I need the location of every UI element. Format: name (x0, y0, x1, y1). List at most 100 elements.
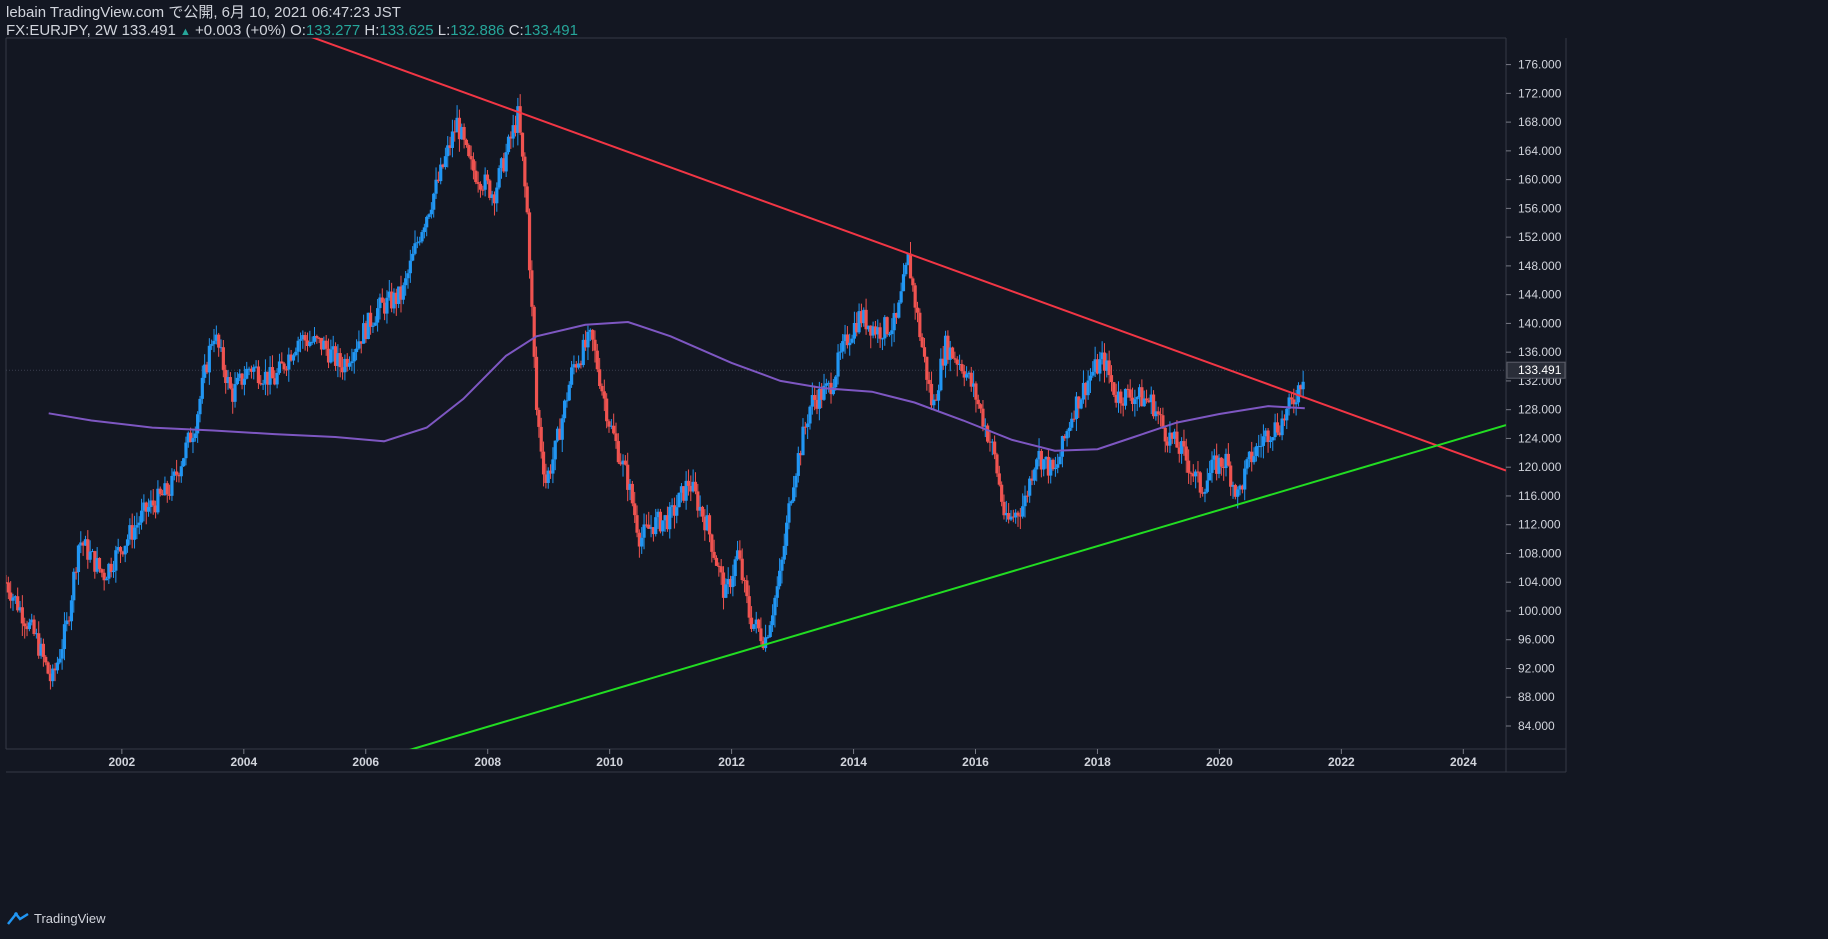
candle-body (1137, 387, 1142, 398)
candle-body (523, 156, 527, 187)
candle-body (27, 622, 31, 630)
candle-body (1238, 485, 1242, 490)
candle-body (745, 580, 749, 597)
candle-body (483, 174, 487, 190)
candle-body (1067, 427, 1072, 432)
candle-body (899, 291, 903, 303)
candle-body (62, 624, 67, 650)
candle-body (836, 352, 840, 377)
candle-body (242, 378, 246, 385)
candle-body (586, 331, 590, 348)
candle-body (502, 158, 506, 172)
change-up-icon: ▲ (179, 26, 191, 38)
y-tick-label: 172.000 (1518, 86, 1562, 100)
footer-brand[interactable]: TradingView (6, 911, 106, 926)
candle-body (527, 212, 532, 271)
candle-body (735, 550, 740, 560)
candle-body (429, 209, 433, 215)
candle-body (1130, 397, 1135, 404)
candle-body (565, 400, 569, 402)
candle-body (957, 364, 962, 366)
candle-body (756, 619, 761, 629)
candle-body (168, 494, 172, 496)
candle-body (481, 189, 485, 191)
high-label: H: (364, 22, 380, 39)
candle-body (104, 578, 109, 581)
candle-body (628, 483, 632, 490)
candle-body (560, 418, 564, 440)
candle-body (408, 260, 412, 274)
candle-body (53, 668, 57, 671)
x-tick-label: 2016 (962, 755, 989, 769)
candle-body (109, 563, 113, 573)
candle-body (413, 243, 417, 254)
candle-body (1114, 394, 1118, 403)
candle-body (976, 399, 980, 405)
candle-body (111, 570, 116, 573)
symbol-label[interactable]: FX:EURJPY, 2W 133.491 (6, 22, 176, 39)
candle-body (504, 152, 508, 172)
candle-body (425, 216, 429, 228)
candle-body (773, 597, 777, 616)
candle-body (721, 572, 726, 598)
candle-body (226, 377, 230, 384)
candle-body (191, 438, 195, 443)
candle-body (217, 334, 221, 348)
candle-body (404, 278, 408, 286)
candle-body (551, 459, 555, 474)
y-tick-label: 88.000 (1518, 690, 1555, 704)
candle-body (562, 400, 567, 419)
candle-body (121, 551, 125, 555)
candle-body (231, 388, 235, 402)
candle-body (1121, 403, 1125, 406)
candle-body (1266, 430, 1270, 443)
candle-body (663, 515, 667, 521)
candle-body (520, 132, 525, 157)
candle-body (1219, 457, 1223, 467)
candle-body (1039, 450, 1043, 470)
candle-body (714, 557, 719, 566)
candle-body (892, 313, 896, 331)
candle-body (644, 524, 648, 526)
x-tick-label: 2010 (596, 755, 623, 769)
candle-body (967, 372, 971, 375)
candle-body (654, 517, 658, 535)
candle-body (453, 131, 457, 133)
candle-body (1198, 472, 1202, 493)
candle-body (883, 317, 887, 339)
candle-body (1299, 385, 1303, 390)
candle-body (806, 423, 810, 427)
candle-body (1156, 411, 1160, 415)
candle-body (927, 379, 931, 384)
candle-body (1016, 512, 1020, 516)
candle-body (1205, 480, 1209, 492)
candle-body (23, 623, 27, 627)
candle-body (731, 576, 735, 588)
publish-info: lebain TradingView.com で公開, 6月 10, 2021 … (6, 4, 401, 21)
candle-body (184, 442, 188, 459)
candle-body (462, 127, 466, 140)
candle-body (207, 345, 211, 373)
candle-body (263, 371, 268, 384)
candle-body (329, 349, 333, 363)
candle-body (1170, 432, 1174, 439)
candle-body (827, 382, 831, 384)
candle-body (338, 353, 342, 368)
candle-body (179, 466, 183, 477)
candle-body (210, 344, 214, 346)
candle-body (824, 383, 828, 386)
candle-body (467, 145, 471, 157)
candle-body (684, 480, 688, 501)
candle-body (605, 398, 609, 422)
candle-body (1161, 415, 1165, 428)
candle-body (277, 361, 282, 373)
candle-body (775, 586, 779, 598)
candle-body (345, 358, 349, 367)
candle-body (1002, 501, 1006, 516)
candle-body (280, 361, 284, 364)
candle-body (1212, 455, 1216, 460)
candle-body (616, 441, 620, 463)
candle-body (988, 441, 992, 443)
candle-body (312, 336, 317, 342)
